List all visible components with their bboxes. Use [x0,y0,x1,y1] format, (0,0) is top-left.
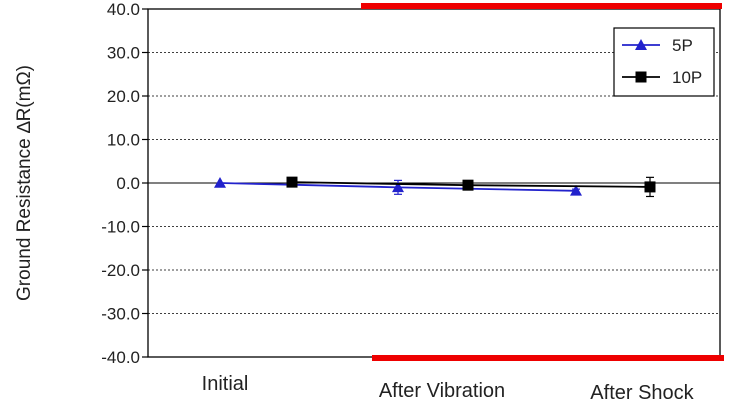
legend-item: 5P [622,36,693,55]
series-5P [214,177,582,196]
data-point [286,176,298,188]
y-tick-label: -10.0 [101,218,140,237]
legend-marker [635,71,647,83]
y-axis-label: Ground Resistance ∆R(mΩ) [14,65,35,301]
data-point [392,181,404,193]
y-tick-label: -40.0 [101,348,140,367]
legend: 5P 10P [613,27,715,97]
x-tick-label: After Shock [590,382,694,401]
x-axis: Initial After Vibration After Shock [202,373,695,401]
data-point [644,181,656,193]
data-point [462,179,474,191]
y-tick-label: -20.0 [101,261,140,280]
limit-lines [361,3,724,361]
legend-box [613,27,715,97]
y-tick-label: 40.0 [107,0,140,19]
y-tick-label: -30.0 [101,305,140,324]
legend-marker [635,39,647,50]
y-tick-label: 30.0 [107,44,140,63]
legend-label: 10P [672,68,702,87]
series-10P [286,176,656,198]
data-point [214,177,226,188]
y-tick-label: 20.0 [107,87,140,106]
x-tick-label: After Vibration [379,380,505,401]
y-axis: 40.0 30.0 20.0 10.0 0.0 -10.0 -20.0 -30.0 -40.0 [101,0,148,367]
legend-item: 10P [622,68,702,87]
y-tick-label: 10.0 [107,131,140,150]
y-tick-label: 0.0 [116,174,140,193]
data-point [570,184,582,196]
legend-label: 5P [672,36,693,55]
x-tick-label: Initial [202,373,249,395]
series-layer [214,176,656,198]
